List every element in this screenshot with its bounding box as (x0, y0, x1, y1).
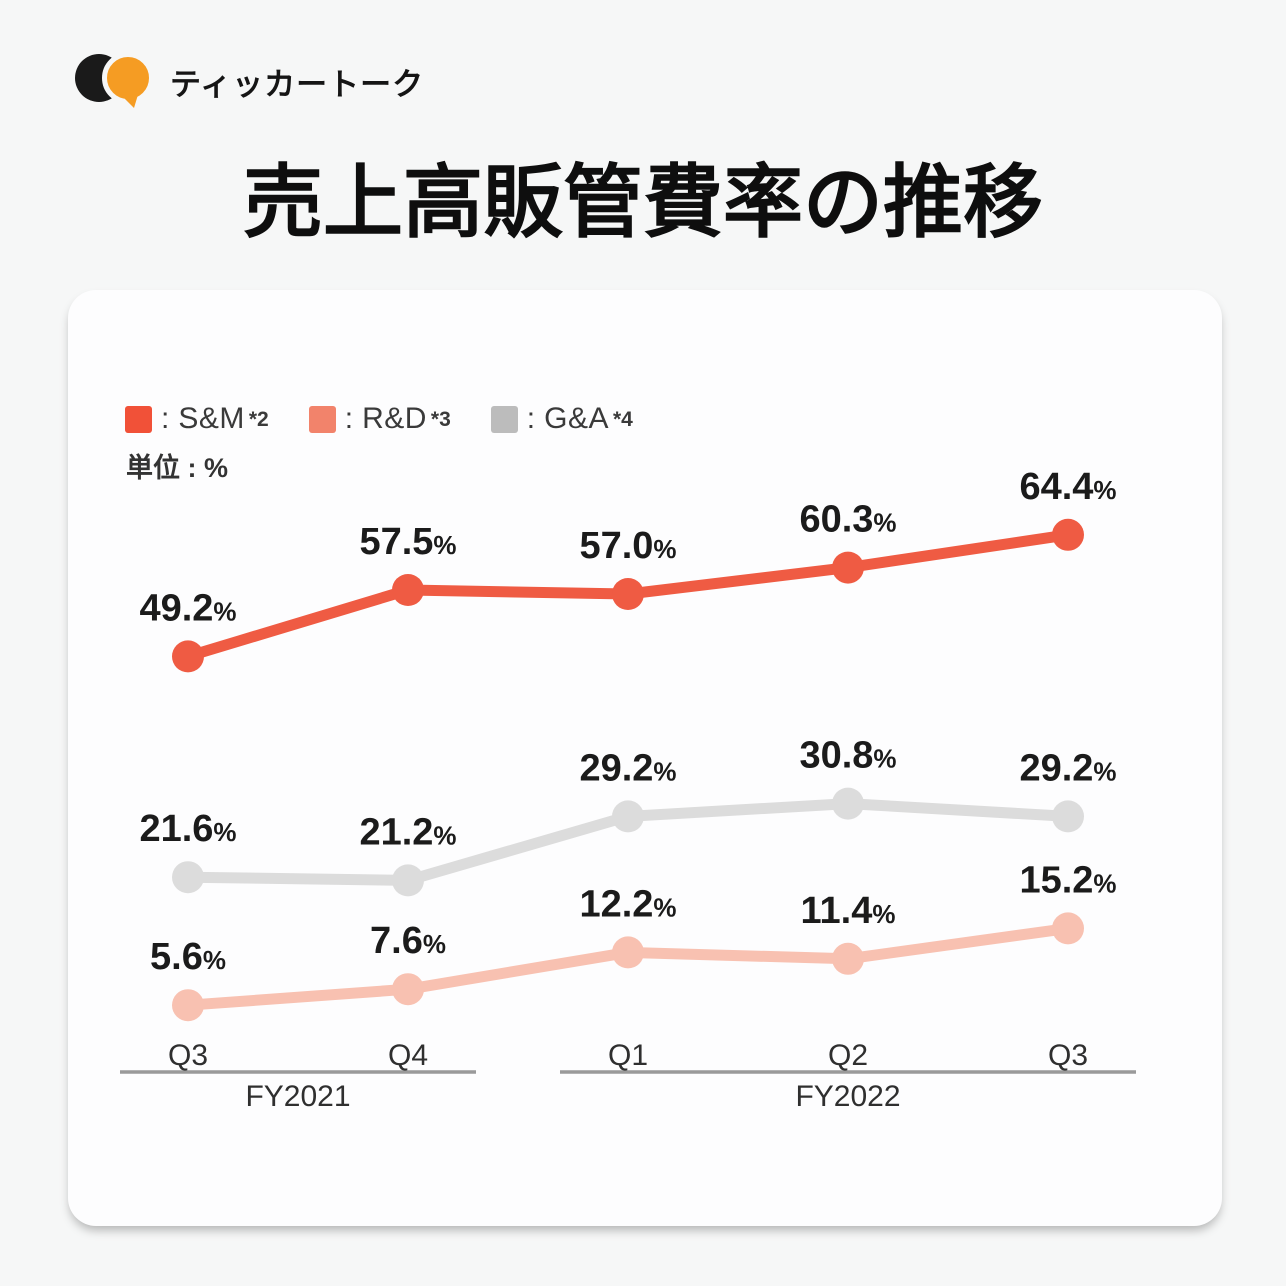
axis-group-label-fy2022: FY2022 (795, 1080, 900, 1113)
x-tick-label: Q4 (388, 1039, 428, 1072)
value-label-rd: 15.2% (1019, 859, 1116, 901)
legend-colon: : (161, 402, 170, 435)
brand-header: ティッカートーク (74, 52, 424, 110)
x-tick-label: Q1 (608, 1039, 648, 1072)
brand-name: ティッカートーク (170, 66, 425, 102)
legend-footnote-sm: *2 (248, 408, 269, 431)
data-point-sm (392, 574, 424, 606)
data-point-sm (172, 640, 204, 673)
legend-label-rd: R&D (362, 402, 427, 435)
value-label-sm: 57.5% (359, 521, 456, 563)
data-point-sm (832, 551, 864, 584)
axis-group-label-fy2021: FY2021 (245, 1080, 350, 1113)
data-point-ga (1052, 800, 1084, 833)
value-label-rd: 7.6% (370, 920, 446, 962)
value-label-sm: 57.0% (579, 525, 676, 567)
legend-item-ga: : G&A *4 (490, 402, 633, 436)
legend-swatch-rd (308, 405, 336, 433)
value-label-ga: 29.2% (579, 747, 676, 789)
value-label-sm: 60.3% (799, 499, 896, 541)
x-tick-label: Q2 (828, 1039, 868, 1072)
chart-legend: : S&M *2: R&D *3: G&A *4 (125, 402, 633, 436)
legend-footnote-ga: *4 (612, 408, 633, 431)
data-point-rd (832, 942, 864, 975)
value-label-rd: 11.4% (801, 890, 896, 932)
unit-label: 単位 : % (126, 453, 229, 483)
legend-colon: : (526, 402, 536, 435)
page-title: 売上高販管費率の推移 (243, 158, 1043, 247)
value-label-ga: 30.8% (799, 735, 896, 777)
data-point-rd (1052, 912, 1084, 945)
value-label-ga: 21.2% (359, 811, 456, 853)
value-label-ga: 29.2% (1019, 747, 1116, 789)
legend-label-sm: S&M (178, 402, 245, 435)
legend-swatch-sm (125, 405, 152, 433)
data-point-sm (612, 578, 644, 610)
data-point-ga (172, 861, 204, 894)
data-point-rd (172, 989, 204, 1022)
value-label-rd: 5.6% (150, 936, 226, 978)
data-point-ga (392, 864, 424, 897)
speech-bubbles-logo-icon (75, 52, 154, 108)
value-label-sm: 64.4% (1019, 466, 1116, 508)
legend-label-ga: G&A (544, 402, 609, 435)
line-chart: FY2021 FY2022 Q3 Q4 Q1 Q2 Q3 21.6% 21.2% 29.2% 30.… (120, 466, 1136, 1113)
data-point-sm (1052, 518, 1084, 551)
data-point-rd (612, 936, 644, 969)
value-label-ga: 21.6% (139, 808, 236, 850)
value-label-rd: 12.2% (579, 883, 676, 925)
data-point-ga (612, 800, 644, 833)
x-tick-label: Q3 (168, 1039, 208, 1072)
legend-item-rd: : R&D *3 (308, 402, 451, 436)
x-tick-label: Q3 (1048, 1039, 1088, 1072)
data-point-rd (392, 973, 424, 1006)
chart-card: : S&M *2: R&D *3: G&A *4 単位 : % FY2021 FY2022 Q3… (68, 290, 1222, 1226)
data-point-ga (832, 787, 864, 820)
legend-colon: : (344, 402, 354, 435)
value-label-sm: 49.2% (139, 587, 236, 629)
legend-footnote-rd: *3 (430, 408, 451, 431)
legend-swatch-ga (490, 405, 518, 433)
legend-item-sm: : S&M *2 (125, 402, 269, 436)
